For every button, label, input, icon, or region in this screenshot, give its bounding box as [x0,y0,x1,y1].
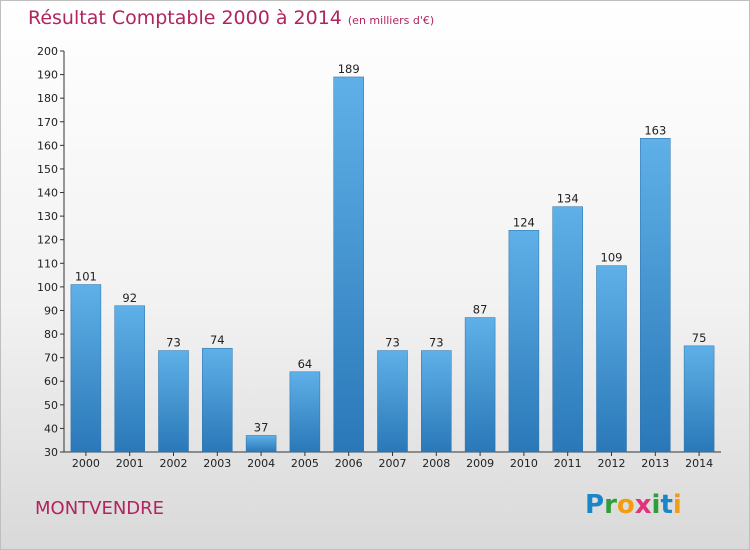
y-tick-label: 190 [37,69,58,82]
bar-value-label: 134 [557,192,579,206]
x-tick-label: 2012 [598,457,626,470]
bar-value-label: 73 [166,336,181,350]
bar [70,284,102,453]
bar [377,350,408,453]
bar-value-label: 163 [644,123,666,137]
y-tick-label: 150 [37,163,58,176]
bar [158,350,189,453]
y-tick-label: 170 [37,116,58,129]
bar-value-label: 75 [692,331,707,345]
bar [552,206,583,453]
logo-letter: P [585,490,605,520]
x-tick-label: 2009 [466,457,494,470]
bar [114,305,145,453]
bar-value-label: 87 [473,303,488,317]
x-tick-label: 2000 [72,457,100,470]
bar [289,371,321,453]
bar [421,350,452,453]
bar-value-label: 101 [75,270,97,284]
bar [596,265,627,453]
bar [508,230,540,453]
bar [683,345,715,453]
y-tick-label: 200 [37,45,58,58]
bar-value-label: 189 [338,62,360,76]
logo-letter: t [660,490,673,520]
bar-value-label: 124 [513,215,535,229]
bar [464,317,496,453]
y-tick-label: 80 [44,328,58,341]
x-tick-label: 2007 [379,457,407,470]
y-tick-label: 120 [37,234,58,247]
bar-value-label: 92 [122,291,137,305]
x-tick-label: 2010 [510,457,538,470]
y-tick-label: 40 [44,422,58,435]
y-tick-label: 60 [44,375,58,388]
y-tick-label: 180 [37,92,58,105]
bar [202,347,233,453]
logo-letter: i [651,490,661,520]
commune-name: MONTVENDRE [35,498,165,519]
y-tick-label: 100 [37,281,58,294]
logo-letter: o [616,490,635,520]
logo-letter: x [634,490,652,520]
chart-title: Résultat Comptable 2000 à 2014 (en millie… [28,7,434,29]
x-tick-label: 2005 [291,457,319,470]
bar [245,435,277,453]
proxiti-logo: Proxiti [585,490,682,520]
bar-value-label: 73 [385,336,400,350]
bar-value-label: 64 [298,357,313,371]
y-tick-label: 90 [44,304,58,317]
x-tick-label: 2008 [422,457,450,470]
y-tick-label: 110 [37,257,58,270]
x-tick-label: 2004 [247,457,275,470]
bar-value-label: 109 [601,251,623,265]
bar [640,138,671,453]
logo-letter: r [604,490,617,520]
x-tick-label: 2011 [554,457,582,470]
x-tick-label: 2006 [335,457,363,470]
x-tick-label: 2003 [203,457,231,470]
bar [333,76,364,453]
bar-value-label: 73 [429,336,444,350]
chart-title-main: Résultat Comptable 2000 à 2014 [28,7,342,29]
x-tick-label: 2001 [116,457,144,470]
y-tick-label: 30 [44,446,58,459]
bar-value-label: 74 [210,333,225,347]
chart-title-unit: (en milliers d'€) [347,14,435,27]
y-tick-label: 130 [37,210,58,223]
y-tick-label: 140 [37,187,58,200]
x-tick-label: 2002 [160,457,188,470]
logo-letter: i [672,490,682,520]
x-tick-label: 2013 [641,457,669,470]
y-tick-label: 70 [44,352,58,365]
y-tick-label: 160 [37,139,58,152]
bar-value-label: 37 [254,420,269,434]
x-tick-label: 2014 [685,457,713,470]
y-tick-label: 50 [44,399,58,412]
